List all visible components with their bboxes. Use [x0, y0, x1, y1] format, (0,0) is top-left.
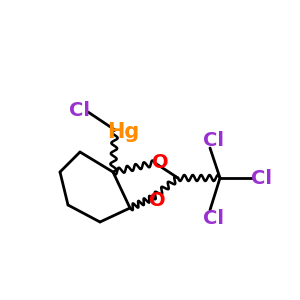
Text: Cl: Cl	[251, 169, 272, 188]
Text: Cl: Cl	[203, 208, 224, 227]
Text: Cl: Cl	[70, 100, 91, 119]
Text: Hg: Hg	[107, 122, 139, 142]
Text: Cl: Cl	[203, 131, 224, 151]
Text: O: O	[152, 152, 168, 172]
Text: O: O	[149, 191, 165, 211]
